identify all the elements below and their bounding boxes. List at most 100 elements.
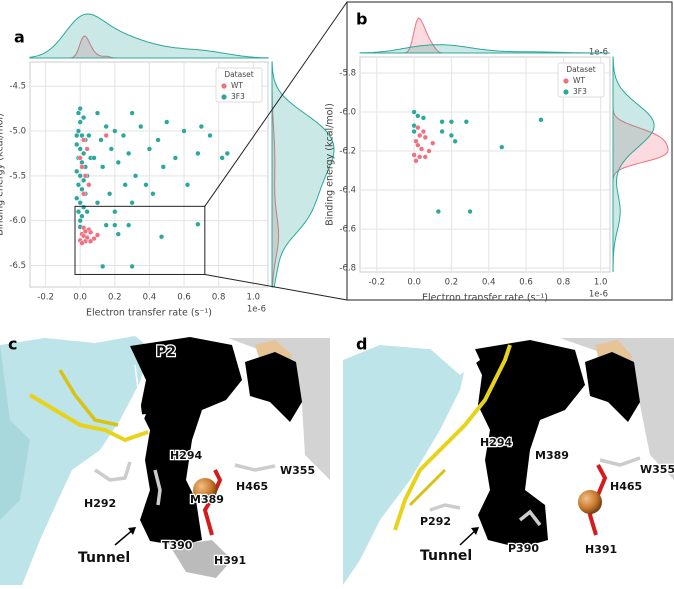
data-point bbox=[79, 186, 85, 192]
x-tick-label: 0.4 bbox=[143, 293, 157, 303]
annotation: Tunnel bbox=[420, 548, 472, 564]
zoom-box bbox=[74, 205, 206, 275]
annotation: M389 bbox=[535, 449, 569, 462]
data-point bbox=[77, 218, 83, 224]
legend-label: WT bbox=[231, 81, 243, 90]
data-point bbox=[430, 140, 436, 146]
data-point bbox=[435, 208, 441, 215]
data-point bbox=[94, 232, 101, 238]
data-point bbox=[82, 228, 88, 235]
data-point bbox=[219, 155, 225, 161]
data-point bbox=[181, 128, 187, 134]
y-axis-label: Binding energy (kcal/mol) bbox=[325, 103, 336, 226]
data-point bbox=[126, 150, 132, 157]
marginal-density bbox=[271, 61, 335, 288]
y-tick-label: -6.8 bbox=[339, 264, 356, 274]
y-tick-label: -6.2 bbox=[339, 147, 356, 157]
x-tick-label: 0.8 bbox=[557, 278, 571, 288]
zoom-link bbox=[204, 1, 348, 207]
data-point bbox=[120, 132, 127, 139]
x-offset-label: 1e-6 bbox=[589, 290, 608, 300]
zoom-link bbox=[204, 273, 348, 301]
x-tick-label: 0.2 bbox=[108, 293, 122, 303]
data-point bbox=[77, 146, 83, 152]
data-point bbox=[87, 229, 94, 235]
data-point bbox=[155, 137, 161, 143]
data-point bbox=[426, 148, 432, 154]
x-tick-label: 1.0 bbox=[247, 293, 261, 303]
data-point bbox=[103, 123, 109, 130]
data-point bbox=[75, 128, 82, 134]
legend-label: 3F3 bbox=[231, 92, 245, 101]
x-tick-label: 0.0 bbox=[407, 278, 421, 288]
data-point bbox=[448, 132, 455, 139]
data-point bbox=[422, 134, 428, 140]
data-point bbox=[81, 204, 87, 210]
data-point bbox=[91, 235, 97, 242]
legend-marker bbox=[563, 89, 569, 95]
x-axis-label: Electron transfer rate (s⁻¹) bbox=[422, 293, 548, 304]
panel-label: d bbox=[356, 335, 367, 354]
data-point bbox=[81, 114, 87, 121]
panel-label: c bbox=[8, 335, 17, 354]
data-point bbox=[91, 155, 97, 161]
annotation: P2 bbox=[156, 344, 176, 360]
y-tick-label: -5.8 bbox=[339, 68, 356, 78]
data-point bbox=[94, 110, 101, 116]
data-point bbox=[448, 119, 455, 125]
data-point bbox=[77, 155, 83, 161]
data-point bbox=[112, 128, 118, 134]
annotation: P390 bbox=[508, 542, 539, 555]
annotation: H292 bbox=[84, 497, 116, 510]
data-point bbox=[415, 113, 421, 119]
data-point bbox=[115, 159, 121, 165]
legend bbox=[557, 62, 605, 98]
data-point bbox=[79, 159, 85, 165]
data-point bbox=[79, 240, 85, 246]
annotation: P292 bbox=[420, 515, 451, 528]
data-point bbox=[172, 155, 178, 161]
annotation: W355 bbox=[640, 463, 674, 476]
x-tick-label: 0.4 bbox=[482, 278, 496, 288]
data-point bbox=[103, 222, 109, 228]
data-point bbox=[122, 182, 128, 188]
data-point bbox=[411, 109, 417, 115]
x-tick-label: 0.2 bbox=[445, 278, 459, 288]
data-point bbox=[86, 182, 92, 188]
data-point bbox=[77, 173, 83, 179]
data-point bbox=[184, 182, 191, 188]
annotation: T390 bbox=[162, 539, 193, 552]
data-point bbox=[108, 146, 114, 152]
y-tick-label: -6.5 bbox=[9, 261, 26, 271]
data-point bbox=[439, 128, 445, 135]
data-point bbox=[129, 263, 135, 269]
x-offset-label: 1e-6 bbox=[247, 305, 266, 315]
data-point bbox=[418, 146, 425, 152]
data-point bbox=[150, 191, 156, 197]
data-point bbox=[143, 182, 149, 188]
data-point bbox=[77, 119, 83, 125]
data-point bbox=[146, 146, 153, 152]
data-point bbox=[74, 195, 80, 201]
x-tick-label: 0.0 bbox=[73, 293, 87, 303]
data-point bbox=[79, 132, 85, 139]
data-point bbox=[75, 209, 82, 215]
annotation: M389 bbox=[190, 493, 224, 506]
data-point bbox=[87, 238, 94, 244]
data-point bbox=[100, 164, 106, 170]
data-point bbox=[224, 150, 230, 157]
y-tick-label: -6.0 bbox=[339, 108, 356, 118]
data-point bbox=[79, 213, 85, 219]
y-axis-label: Binding energy (kcal/mol) bbox=[0, 113, 6, 236]
data-point bbox=[115, 231, 121, 237]
y-tick-label: -4.5 bbox=[9, 82, 26, 92]
data-point bbox=[100, 263, 106, 269]
data-point bbox=[439, 119, 445, 125]
annotation: H294 bbox=[480, 436, 513, 449]
annotation: H391 bbox=[214, 554, 246, 567]
data-point bbox=[75, 110, 82, 116]
data-point bbox=[415, 142, 421, 148]
data-point bbox=[411, 128, 417, 135]
data-point bbox=[81, 177, 87, 183]
